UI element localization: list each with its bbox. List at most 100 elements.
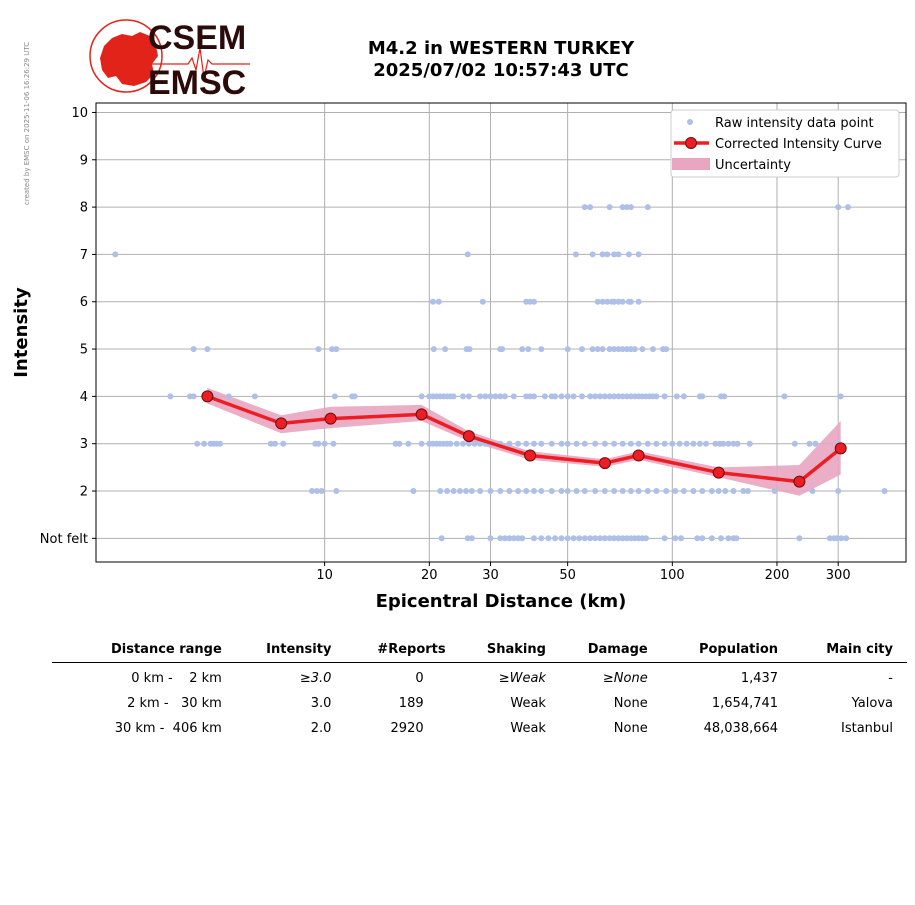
raw-data-point bbox=[545, 535, 552, 542]
raw-data-point bbox=[594, 346, 601, 353]
curve-point bbox=[793, 475, 806, 488]
raw-data-point bbox=[740, 488, 747, 494]
raw-data-point bbox=[464, 251, 471, 258]
raw-data-point bbox=[644, 204, 651, 211]
raw-data-point bbox=[217, 440, 223, 447]
raw-data-point bbox=[627, 488, 634, 494]
raw-data-point bbox=[531, 440, 537, 447]
y-tick-label: 9 bbox=[80, 153, 88, 168]
raw-data-point bbox=[835, 204, 842, 211]
raw-data-point bbox=[466, 346, 473, 353]
raw-data-point bbox=[497, 488, 504, 494]
raw-data-point bbox=[430, 298, 436, 305]
raw-data-point bbox=[611, 393, 618, 400]
raw-data-point bbox=[477, 393, 484, 400]
raw-data-point bbox=[479, 298, 486, 305]
raw-data-point bbox=[599, 346, 606, 353]
raw-data-point bbox=[653, 393, 660, 400]
legend-entry: Uncertainty bbox=[715, 158, 791, 173]
raw-data-point bbox=[515, 488, 522, 494]
raw-data-point bbox=[460, 440, 466, 447]
raw-data-point bbox=[477, 440, 484, 447]
raw-data-point bbox=[837, 393, 844, 400]
raw-data-point bbox=[548, 440, 555, 447]
raw-data-point bbox=[611, 346, 618, 353]
cell-range: 2 km - 30 km bbox=[127, 696, 222, 711]
y-tick-label: 4 bbox=[80, 390, 88, 405]
raw-data-point bbox=[501, 393, 508, 400]
raw-data-point bbox=[599, 298, 606, 305]
raw-data-point bbox=[627, 204, 634, 211]
raw-data-point bbox=[615, 346, 622, 353]
curve-point bbox=[324, 412, 337, 425]
raw-data-point bbox=[592, 440, 599, 447]
raw-data-point bbox=[650, 346, 656, 353]
raw-data-point bbox=[456, 488, 463, 494]
cell-damage: ≥None bbox=[602, 671, 648, 686]
raw-data-point bbox=[531, 488, 537, 494]
raw-data-point bbox=[330, 440, 337, 447]
raw-data-point bbox=[453, 440, 460, 447]
chart-title: M4.2 in WESTERN TURKEY 2025/07/02 10:57:… bbox=[300, 38, 702, 82]
y-tick-label: 8 bbox=[80, 201, 88, 216]
raw-data-point bbox=[672, 488, 679, 494]
raw-data-point bbox=[615, 535, 622, 542]
raw-data-point bbox=[506, 440, 513, 447]
raw-data-point bbox=[606, 535, 613, 542]
cell-intensity: 2.0 bbox=[310, 721, 332, 736]
raw-data-point bbox=[477, 488, 484, 494]
curve-point bbox=[462, 430, 475, 443]
logo-globe-icon bbox=[89, 19, 163, 93]
raw-data-point bbox=[438, 535, 445, 542]
curve-point bbox=[834, 442, 847, 455]
raw-data-point bbox=[599, 251, 606, 258]
curve-point bbox=[275, 417, 288, 430]
curve-point bbox=[598, 457, 611, 470]
raw-data-point bbox=[538, 346, 545, 353]
raw-data-point bbox=[587, 204, 594, 211]
raw-data-point bbox=[506, 488, 513, 494]
raw-data-point bbox=[558, 393, 565, 400]
raw-data-point bbox=[615, 393, 622, 400]
x-tick-label: 10 bbox=[316, 568, 333, 583]
raw-data-point bbox=[809, 488, 816, 494]
raw-data-point bbox=[592, 393, 599, 400]
raw-data-point bbox=[564, 488, 571, 494]
raw-data-point bbox=[619, 393, 626, 400]
cell-range: 0 km - 2 km bbox=[131, 671, 222, 686]
raw-data-point bbox=[733, 535, 740, 542]
raw-data-point bbox=[744, 488, 751, 494]
raw-data-point bbox=[541, 393, 548, 400]
raw-data-point bbox=[720, 440, 727, 447]
raw-data-point bbox=[515, 535, 522, 542]
raw-data-point bbox=[487, 393, 494, 400]
raw-data-point bbox=[625, 251, 632, 258]
raw-data-point bbox=[611, 488, 618, 494]
legend-uncertainty-swatch bbox=[672, 158, 710, 170]
raw-data-point bbox=[315, 440, 322, 447]
raw-data-point bbox=[463, 488, 469, 494]
raw-data-point bbox=[619, 440, 626, 447]
table-header-row: Distance range Intensity #Reports Shakin… bbox=[52, 642, 907, 663]
y-tick-label: 6 bbox=[80, 295, 88, 310]
logo-line2: EMSC bbox=[148, 64, 246, 100]
raw-data-point bbox=[538, 440, 545, 447]
header-distance-range: Distance range bbox=[52, 642, 230, 663]
legend-raw-marker bbox=[687, 119, 693, 125]
raw-data-point bbox=[468, 535, 475, 542]
title-line2: 2025/07/02 10:57:43 UTC bbox=[373, 60, 629, 81]
raw-data-point bbox=[437, 488, 444, 494]
raw-data-point bbox=[644, 488, 651, 494]
raw-data-point bbox=[619, 346, 626, 353]
raw-data-point bbox=[589, 251, 596, 258]
raw-data-point bbox=[601, 535, 608, 542]
raw-data-point bbox=[606, 346, 613, 353]
raw-data-point bbox=[881, 488, 888, 494]
raw-data-point bbox=[581, 488, 588, 494]
raw-data-point bbox=[611, 535, 618, 542]
cell-city: Istanbul bbox=[840, 721, 893, 736]
y-tick-label: 7 bbox=[80, 248, 88, 263]
raw-data-point bbox=[771, 488, 778, 494]
x-axis-label: Epicentral Distance (km) bbox=[376, 591, 627, 612]
cell-shaking: ≥Weak bbox=[498, 671, 546, 686]
